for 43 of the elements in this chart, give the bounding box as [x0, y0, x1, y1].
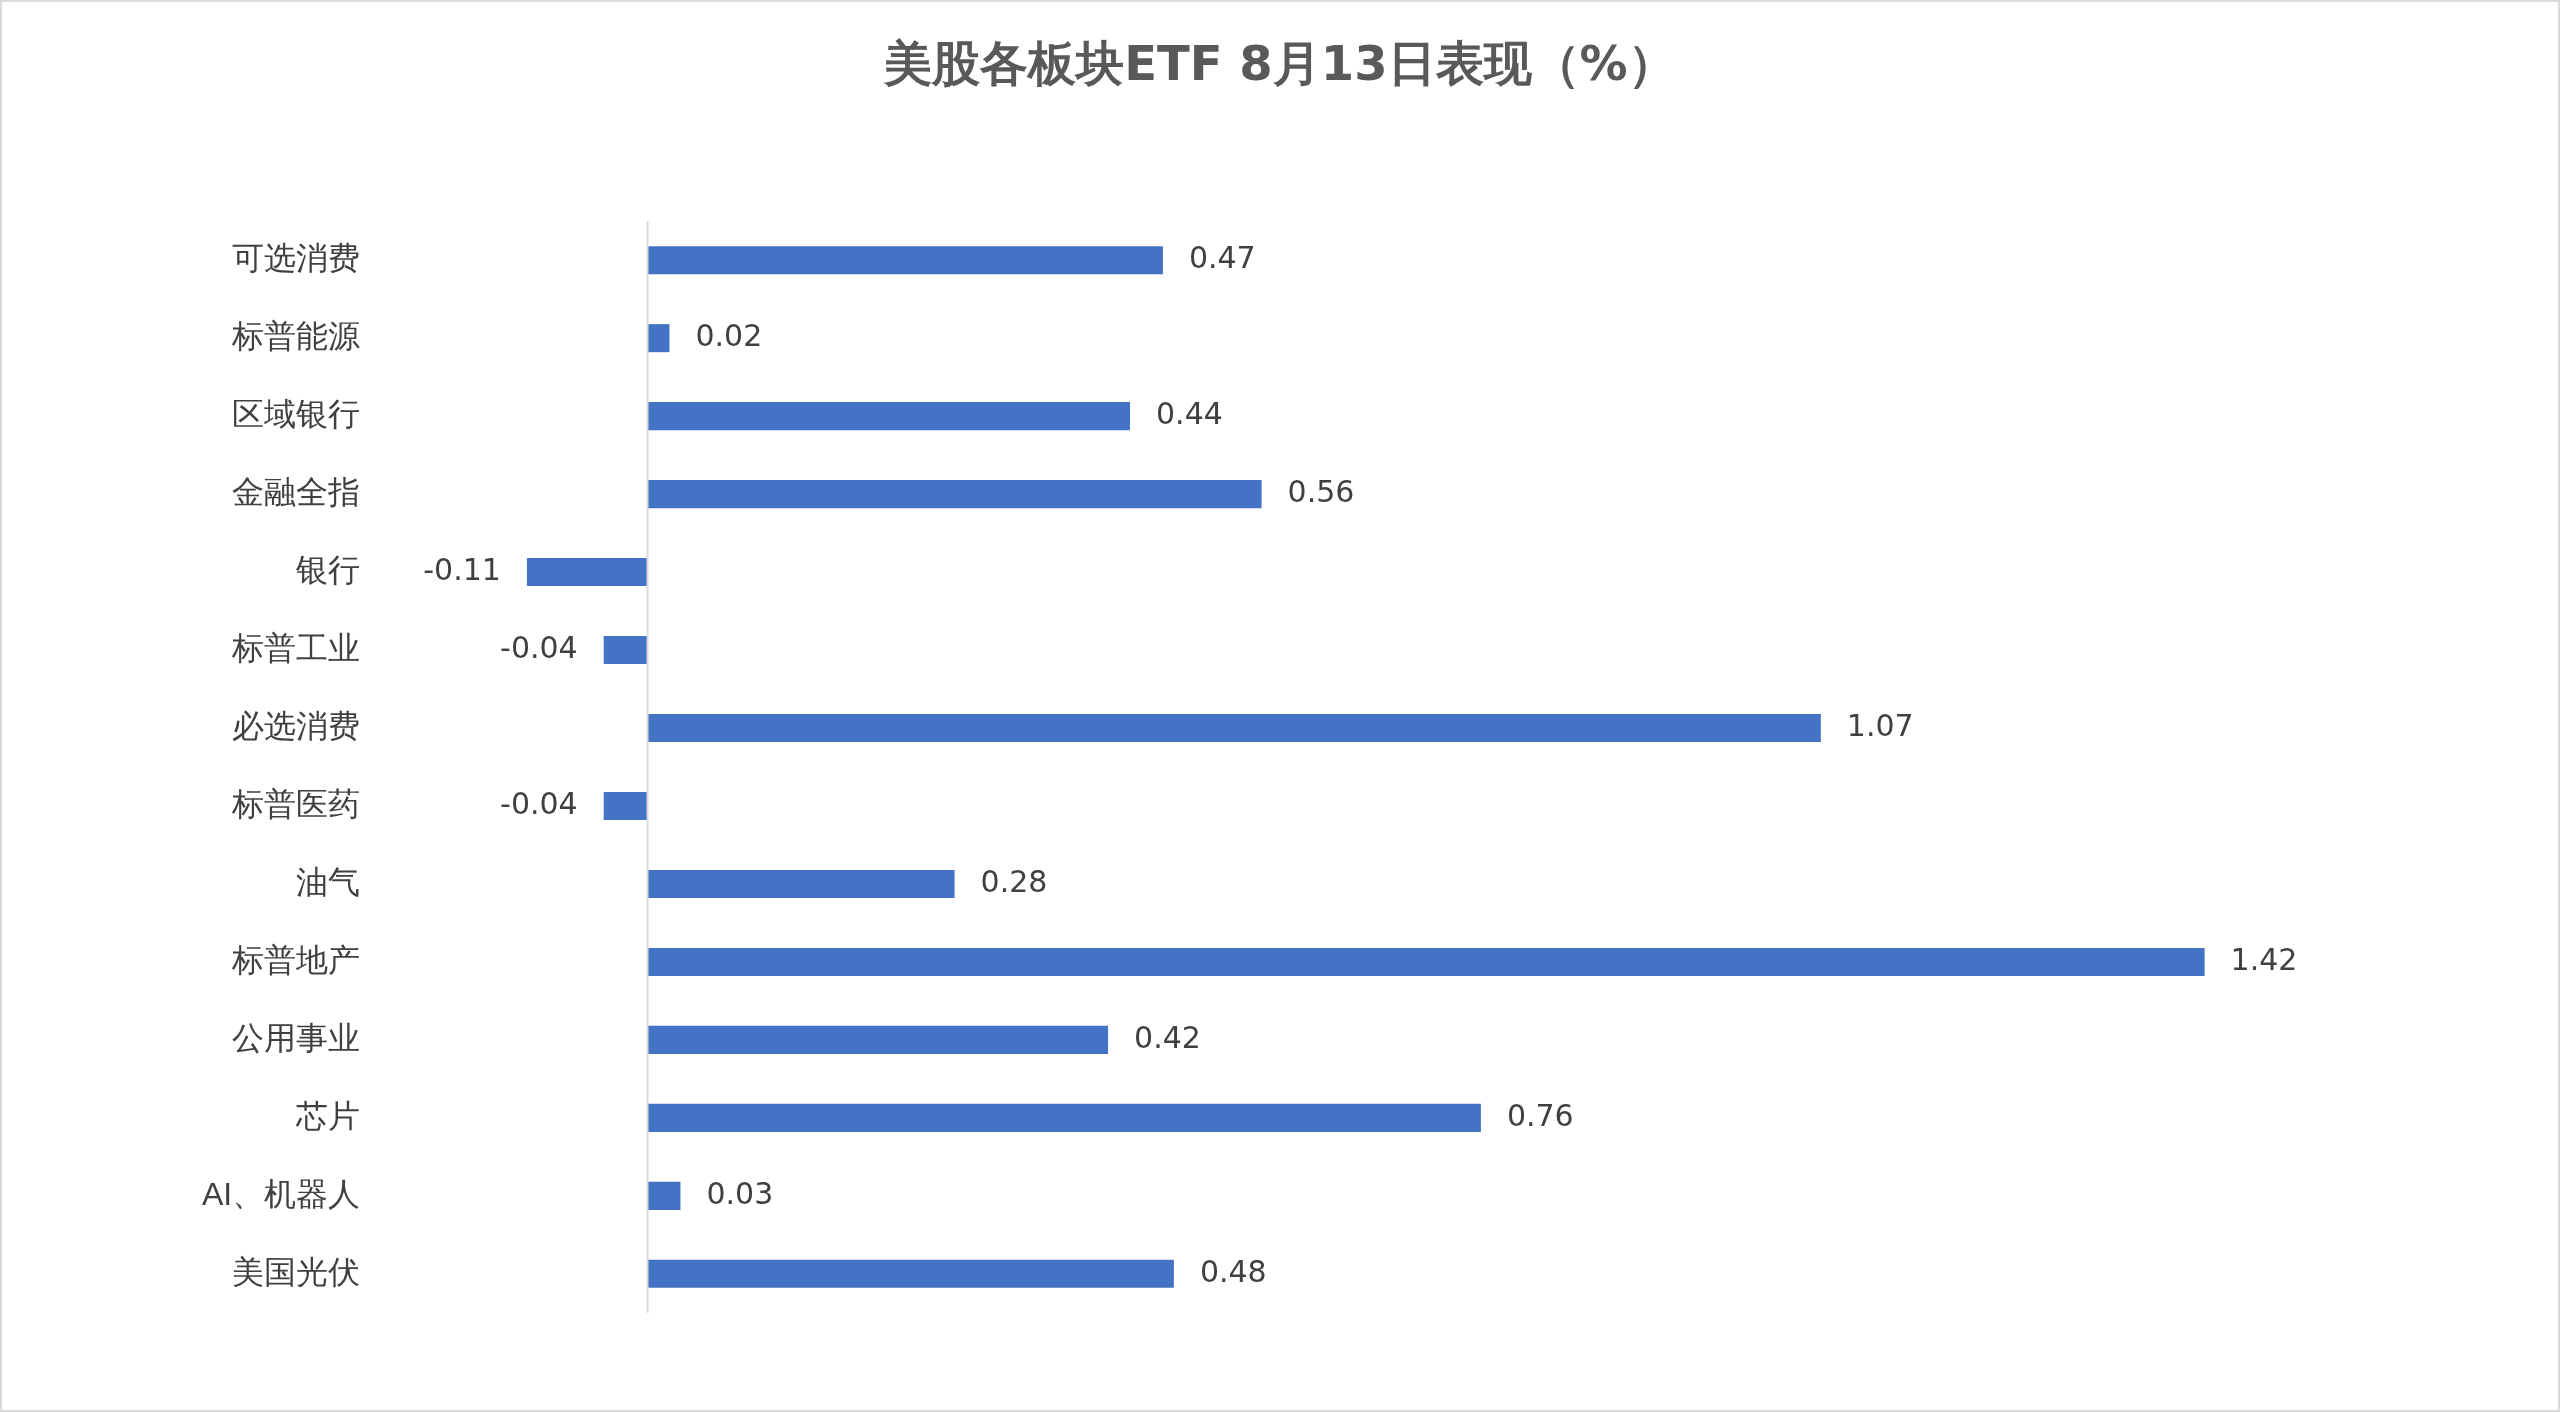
- bar: [647, 1259, 1174, 1288]
- y-tick-label: 公用事业: [232, 1019, 361, 1056]
- bar: [647, 246, 1163, 275]
- y-tick-label: 金融全指: [232, 473, 361, 510]
- bar: [603, 636, 648, 665]
- y-tick-label: 芯片: [295, 1097, 361, 1134]
- y-tick-label: 银行: [295, 551, 361, 588]
- bar: [647, 947, 2205, 976]
- bar: [647, 1181, 681, 1210]
- data-label: -0.04: [500, 629, 578, 665]
- data-label: 1.07: [1846, 707, 1914, 743]
- data-label: 0.76: [1506, 1097, 1574, 1133]
- y-tick-label: 必选消费: [232, 707, 361, 744]
- data-label: 0.48: [1199, 1253, 1267, 1289]
- data-label: -0.04: [500, 785, 578, 821]
- bar: [647, 1025, 1109, 1054]
- data-label: 0.47: [1188, 239, 1256, 275]
- bar: [647, 480, 1262, 509]
- y-tick-label: 标普地产: [231, 941, 361, 978]
- y-tick-label: 标普工业: [231, 629, 361, 666]
- data-label: 1.42: [2230, 941, 2298, 977]
- data-label: 0.42: [1134, 1019, 1201, 1055]
- y-tick-label: 标普医药: [231, 785, 361, 822]
- y-tick-label: 油气: [296, 863, 361, 900]
- bar: [647, 713, 1821, 743]
- bar: [647, 324, 670, 353]
- data-label: -0.11: [423, 551, 501, 587]
- y-tick-label: 标普能源: [231, 317, 361, 354]
- data-label: 0.03: [706, 1175, 774, 1211]
- bar: [647, 402, 1131, 431]
- data-label: 0.28: [980, 863, 1048, 899]
- y-tick-label: 美国光伏: [232, 1253, 361, 1290]
- bar: [647, 869, 955, 898]
- chart-title: 美股各板块ETF 8月13日表现（%）: [883, 34, 1677, 93]
- y-tick-label: 可选消费: [232, 240, 361, 277]
- y-tick-label: AI、机器人: [202, 1175, 361, 1212]
- data-label: 0.02: [695, 317, 763, 353]
- data-label: 0.44: [1156, 395, 1223, 431]
- y-tick-label: 区域银行: [232, 395, 361, 432]
- bar: [526, 558, 648, 587]
- data-label: 0.56: [1287, 473, 1355, 509]
- bar: [603, 791, 648, 821]
- bar: [647, 1103, 1481, 1132]
